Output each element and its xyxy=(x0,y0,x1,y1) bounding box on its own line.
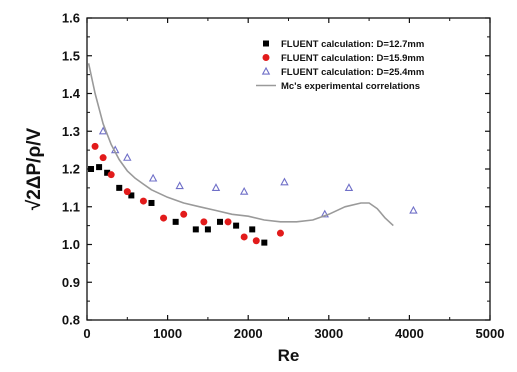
series-line xyxy=(87,63,394,227)
data-point-circle xyxy=(276,229,284,237)
data-point-square xyxy=(204,226,211,233)
legend-label: FLUENT calculation: D=25.4mm xyxy=(281,67,424,78)
legend-item: FLUENT calculation: D=12.7mm xyxy=(263,39,424,50)
tick-labels: 0 1000 2000 3000 4000 5000 0.8 0.9 1.0 1.1 1.2 1.3 1… xyxy=(62,11,505,342)
x-tick-label: 1000 xyxy=(153,326,182,341)
data-point-circle xyxy=(224,218,232,226)
data-point-circle xyxy=(123,188,131,196)
data-point-triangle xyxy=(98,126,108,135)
legend-marker-triangle xyxy=(261,66,271,75)
data-point-triangle xyxy=(211,183,221,191)
data-point-circle xyxy=(180,210,188,218)
data-point-triangle xyxy=(280,177,289,186)
data-point-triangle xyxy=(123,152,132,161)
data-point-square xyxy=(148,199,155,206)
data-point-square xyxy=(128,192,135,199)
y-tick-label: 1.4 xyxy=(62,86,81,101)
legend-label: FLUENT calculation: D=15.9mm xyxy=(281,53,424,64)
series-3 xyxy=(87,63,394,227)
y-tick-label: 1.1 xyxy=(62,199,80,214)
data-point-square xyxy=(216,218,223,225)
x-axis-title: Re xyxy=(278,346,300,365)
legend-label: Mc's experimental correlations xyxy=(281,81,420,92)
legend-marker-square xyxy=(263,40,269,47)
x-tick-label: 4000 xyxy=(395,326,424,341)
data-point-circle xyxy=(107,171,115,179)
y-tick-label: 0.8 xyxy=(62,313,80,328)
legend-item: FLUENT calculation: D=15.9mm xyxy=(262,53,424,64)
data-point-circle xyxy=(139,197,147,205)
data-point-square xyxy=(96,164,103,171)
y-tick-label: 0.9 xyxy=(62,275,80,290)
data-point-square xyxy=(116,184,123,191)
legend-item: FLUENT calculation: D=25.4mm xyxy=(261,66,424,78)
data-point-square xyxy=(172,218,179,225)
x-tick-label: 5000 xyxy=(476,326,505,341)
data-point-triangle xyxy=(148,173,158,182)
data-point-triangle xyxy=(409,205,418,214)
y-axis-title: √2ΔP/ρ/V xyxy=(24,128,45,211)
data-point-triangle xyxy=(175,181,184,190)
data-point-circle xyxy=(99,154,107,162)
y-tick-label: 1.0 xyxy=(62,237,80,252)
series-layer xyxy=(87,63,418,246)
data-point-circle xyxy=(200,218,208,226)
series-1 xyxy=(91,142,284,245)
data-point-triangle xyxy=(320,209,329,218)
legend-item: Mc's experimental correlations xyxy=(256,81,420,92)
series-2 xyxy=(98,126,418,218)
data-point-square xyxy=(233,222,240,229)
series-0 xyxy=(88,164,268,246)
x-tick-label: 2000 xyxy=(234,326,263,341)
x-tick-label: 3000 xyxy=(314,326,343,341)
legend-marker-circle xyxy=(262,54,270,61)
y-axis-title-text: √2ΔP/ρ/V xyxy=(24,128,45,211)
data-point-square xyxy=(261,239,268,246)
data-point-circle xyxy=(160,214,168,222)
data-point-circle xyxy=(240,233,248,241)
data-point-circle xyxy=(91,142,99,150)
data-point-square xyxy=(88,166,95,172)
x-tick-label: 0 xyxy=(83,326,90,341)
y-tick-label: 1.3 xyxy=(62,124,80,139)
data-point-triangle xyxy=(344,183,354,191)
data-point-square xyxy=(249,226,256,233)
y-tick-label: 1.6 xyxy=(62,11,80,26)
axis-ticks xyxy=(86,17,491,321)
y-tick-label: 1.5 xyxy=(62,48,80,63)
legend-label: FLUENT calculation: D=12.7mm xyxy=(281,39,424,50)
data-point-square xyxy=(104,169,111,176)
y-tick-label: 1.2 xyxy=(62,162,80,177)
data-point-triangle xyxy=(239,186,249,195)
data-point-circle xyxy=(252,237,260,245)
data-point-square xyxy=(192,226,199,233)
legend: FLUENT calculation: D=12.7mm FLUENT calcu… xyxy=(256,39,424,92)
